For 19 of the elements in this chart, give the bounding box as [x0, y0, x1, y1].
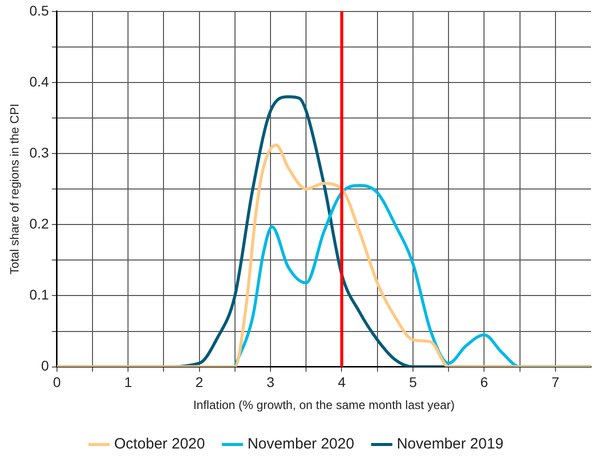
y-tick-label: 0.4: [29, 73, 50, 90]
legend-label: October 2020: [114, 436, 205, 453]
x-axis-title: Inflation (% growth, on the same month last year): [193, 398, 455, 412]
x-tick-label: 1: [124, 374, 132, 390]
x-tick-label: 2: [195, 374, 204, 390]
x-tick-label: 0: [52, 374, 61, 390]
y-tick-label: 0.5: [29, 2, 50, 18]
y-tick-label: 0.2: [29, 216, 50, 232]
legend-label: November 2019: [396, 436, 504, 453]
y-tick-label: 0.3: [29, 144, 50, 160]
x-tick-label: 6: [480, 374, 488, 390]
legend-label: November 2020: [247, 436, 354, 453]
y-tick-label: 0.1: [29, 286, 50, 303]
x-tick-label: 4: [338, 374, 346, 390]
y-tick-label: 0: [41, 358, 50, 374]
x-tick-label: 3: [266, 374, 275, 390]
y-axis-title: Total share of regions in the CPI: [8, 104, 22, 274]
x-tick-label: 5: [409, 374, 418, 390]
x-tick-label: 7: [551, 374, 560, 390]
